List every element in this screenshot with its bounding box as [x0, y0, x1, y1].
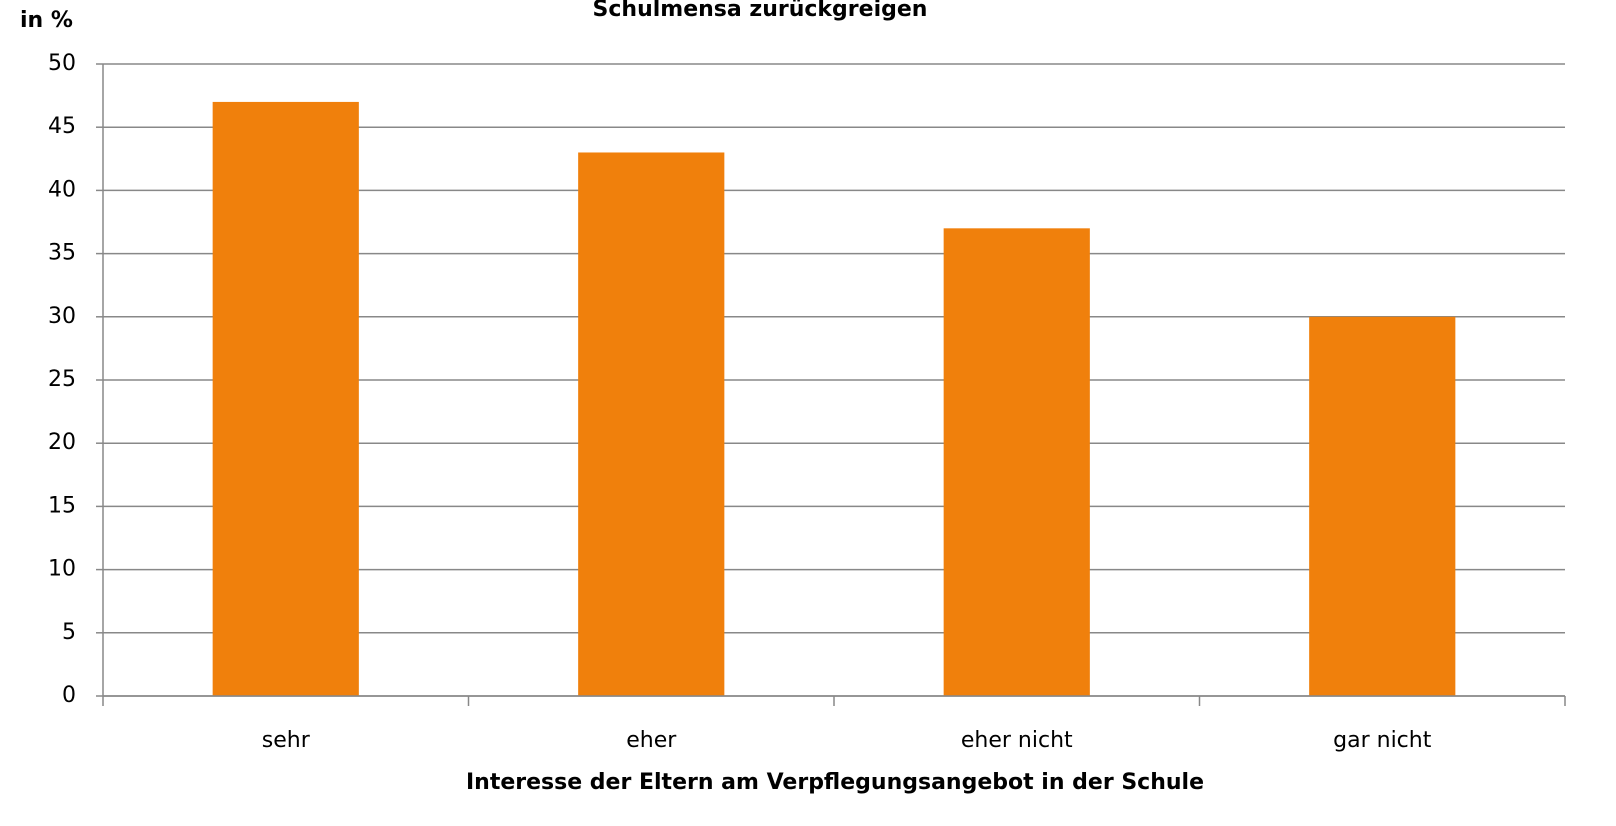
x-tick-label: sehr: [262, 728, 311, 753]
y-tick-label: 40: [48, 177, 76, 202]
y-tick-label: 45: [48, 114, 76, 139]
x-axis-label: Interesse der Eltern am Verpflegungsange…: [466, 770, 1204, 795]
bar: [212, 101, 359, 697]
y-tick-label: 10: [48, 557, 76, 582]
y-tick-label: 5: [62, 620, 76, 645]
bar: [1309, 316, 1456, 696]
y-tick-label: 15: [48, 493, 76, 518]
chart-title: Schulmensa zurückgreigen: [593, 0, 928, 22]
x-tick-label: eher: [626, 728, 677, 753]
y-tick-label: 25: [48, 367, 76, 392]
y-axis-label: in %: [20, 8, 73, 33]
y-tick-label: 0: [62, 683, 76, 708]
y-tick-label: 35: [48, 241, 76, 266]
x-tick-label: eher nicht: [961, 728, 1073, 753]
y-tick-label: 20: [48, 430, 76, 455]
x-tick-label: gar nicht: [1333, 728, 1432, 753]
y-tick-label: 50: [48, 51, 76, 76]
y-tick-label: 30: [48, 304, 76, 329]
bar: [578, 152, 725, 697]
bar: [943, 228, 1090, 696]
